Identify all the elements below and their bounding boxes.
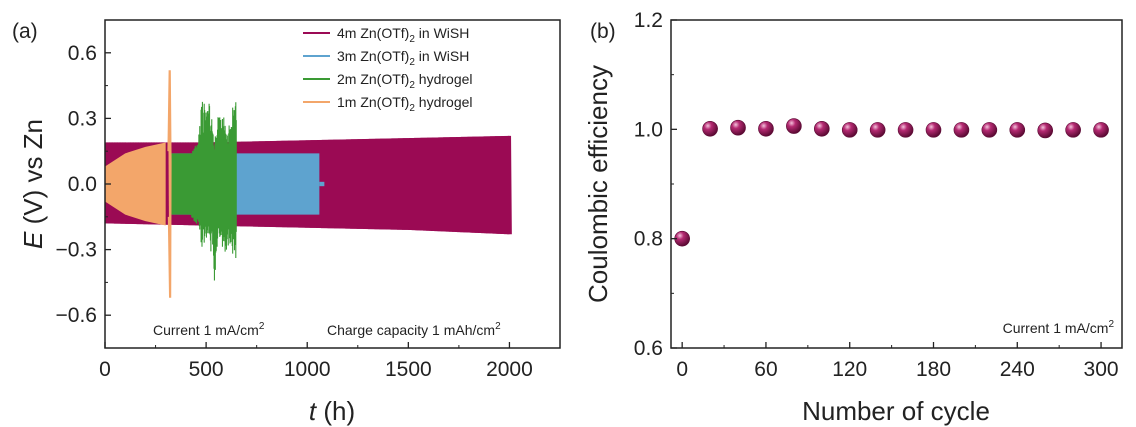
legend-label: 3m Zn(OTf)2 in WiSH	[337, 48, 469, 68]
legend-label: 2m Zn(OTf)2 hydrogel	[337, 71, 473, 91]
panel-a-x-axis-label: t (h)	[309, 396, 355, 426]
x-tick-label: 0	[99, 358, 111, 381]
data-point	[702, 120, 718, 137]
x-tick-label: 60	[754, 358, 777, 381]
series-2m-hydrogel	[171, 101, 237, 281]
panel-a-tag: (a)	[12, 20, 38, 43]
legend-item: 2m Zn(OTf)2 hydrogel	[303, 71, 473, 91]
data-point	[813, 120, 830, 137]
panel-b-y-axis-label: Coulombic efficiency	[583, 65, 613, 303]
y-tick-label: 1.2	[634, 9, 663, 32]
x-tick-label: 120	[832, 358, 867, 381]
x-tick-label: 180	[916, 358, 951, 381]
y-tick-label: 0.3	[68, 107, 97, 130]
x-tick-label: 1500	[385, 358, 432, 381]
x-tick-label: 500	[189, 358, 224, 381]
data-point	[953, 122, 970, 138]
panel-b-tag: (b)	[590, 20, 616, 43]
legend-label: 4m Zn(OTf)2 in WiSH	[337, 25, 469, 45]
panel-a-legend: 4m Zn(OTf)2 in WiSH 3m Zn(OTf)2 in WiSH 2m…	[303, 25, 473, 114]
panel-b-x-axis-label: Number of cycle	[802, 396, 990, 426]
legend-item: 4m Zn(OTf)2 in WiSH	[303, 25, 469, 45]
panel-b-frame	[670, 19, 1123, 349]
x-tick-label: 0	[676, 358, 688, 381]
data-point	[981, 122, 998, 138]
data-point	[786, 118, 802, 134]
y-tick-label: 0.8	[634, 228, 663, 251]
data-point	[1037, 122, 1054, 139]
data-point	[925, 122, 942, 138]
x-tick-label: 300	[1084, 358, 1119, 381]
data-point	[1009, 122, 1026, 138]
panel-b: 0 60 120 180 240 300 0.6 0.8 1.0 1.2 Current 1 mA…	[583, 9, 1123, 426]
panel-a-plot-area	[105, 70, 512, 298]
y-tick-label: 0.6	[634, 337, 663, 360]
x-tick-label: 1000	[284, 358, 331, 381]
panel-b-plot-area	[674, 118, 1109, 247]
x-tick-label: 2000	[486, 358, 533, 381]
data-point	[841, 122, 858, 138]
data-point	[730, 119, 746, 136]
legend-item: 1m Zn(OTf)2 hydrogel	[303, 94, 473, 114]
panel-a-annotation-capacity: Charge capacity 1 mAh/cm2	[327, 321, 501, 338]
panel-a: 0 500 1000 1500 2000 −0.6 −0.3 0.0 0.3 0.6 4m Zn(…	[18, 19, 561, 426]
y-tick-label: 0.6	[68, 42, 97, 65]
series-1m-hydrogel	[105, 70, 172, 298]
y-tick-label: −0.3	[56, 239, 97, 262]
legend-item: 3m Zn(OTf)2 in WiSH	[303, 48, 469, 68]
panel-b-annotation: Current 1 mA/cm2	[1003, 319, 1115, 336]
panel-a-annotation-current: Current 1 mA/cm2	[153, 321, 265, 338]
data-point	[1065, 122, 1081, 138]
panel-a-y-axis-label: E (V) vs Zn	[18, 119, 48, 249]
data-point	[869, 122, 886, 138]
y-tick-label: −0.6	[56, 304, 97, 327]
data-point	[897, 122, 914, 138]
data-point	[758, 120, 774, 137]
y-tick-label: 0.0	[68, 173, 97, 196]
legend-label: 1m Zn(OTf)2 hydrogel	[337, 94, 473, 114]
data-point	[1093, 122, 1109, 138]
x-tick-label: 240	[1000, 358, 1035, 381]
y-tick-label: 1.0	[634, 118, 663, 141]
